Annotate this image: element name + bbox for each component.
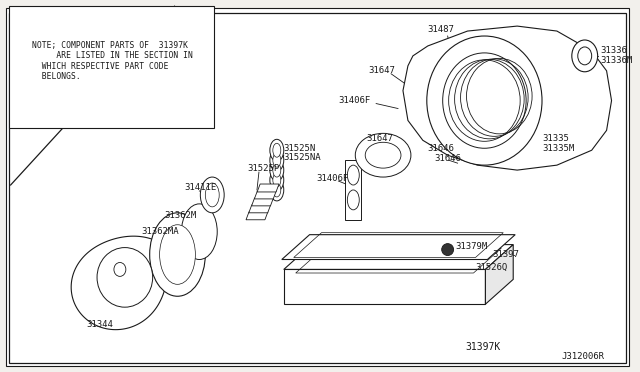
Ellipse shape: [270, 159, 284, 181]
Text: 31344: 31344: [86, 320, 113, 328]
Ellipse shape: [443, 53, 526, 148]
Text: 31526Q: 31526Q: [476, 263, 508, 272]
Polygon shape: [257, 184, 279, 192]
Text: 31647: 31647: [366, 134, 393, 143]
Ellipse shape: [273, 173, 281, 187]
Text: 31406F: 31406F: [317, 174, 349, 183]
Polygon shape: [282, 235, 515, 260]
Polygon shape: [6, 8, 629, 366]
Ellipse shape: [365, 142, 401, 168]
Ellipse shape: [572, 40, 598, 72]
Ellipse shape: [270, 140, 284, 161]
Text: NOTE; COMPONENT PARTS OF  31397K
     ARE LISTED IN THE SECTION IN
  WHICH RESPE: NOTE; COMPONENT PARTS OF 31397K ARE LIST…: [31, 41, 193, 81]
Ellipse shape: [159, 225, 195, 284]
Text: 31397: 31397: [492, 250, 519, 259]
Polygon shape: [249, 205, 271, 213]
Text: 31646: 31646: [428, 144, 454, 153]
Text: 31336: 31336: [600, 46, 627, 55]
Ellipse shape: [114, 263, 126, 276]
Ellipse shape: [348, 165, 359, 185]
Polygon shape: [284, 269, 485, 304]
Polygon shape: [9, 6, 214, 128]
Text: 31411E: 31411E: [184, 183, 217, 192]
Text: 31525N: 31525N: [284, 144, 316, 153]
Text: J312006R: J312006R: [562, 352, 605, 361]
Text: 31362MA: 31362MA: [141, 227, 179, 236]
Polygon shape: [485, 245, 513, 304]
Polygon shape: [71, 236, 183, 330]
Ellipse shape: [273, 143, 281, 157]
Text: 31406F: 31406F: [339, 96, 371, 105]
Ellipse shape: [273, 163, 281, 177]
Text: 31335: 31335: [542, 134, 569, 143]
Text: 31397K: 31397K: [465, 342, 500, 352]
Ellipse shape: [97, 248, 153, 307]
Ellipse shape: [205, 183, 220, 207]
Polygon shape: [403, 26, 612, 170]
Polygon shape: [284, 245, 513, 269]
Ellipse shape: [348, 190, 359, 210]
Ellipse shape: [442, 244, 454, 256]
Ellipse shape: [150, 213, 205, 296]
Text: 31379M: 31379M: [456, 242, 488, 251]
Text: 31647: 31647: [368, 66, 395, 75]
Ellipse shape: [270, 179, 284, 201]
Text: 31336M: 31336M: [600, 56, 633, 65]
Ellipse shape: [200, 177, 224, 213]
Polygon shape: [9, 13, 627, 363]
Ellipse shape: [578, 47, 591, 65]
Polygon shape: [246, 212, 268, 220]
Ellipse shape: [427, 36, 542, 165]
Text: 31487: 31487: [428, 25, 454, 33]
Polygon shape: [254, 191, 276, 199]
Text: 31362M: 31362M: [164, 211, 197, 220]
Ellipse shape: [270, 169, 284, 191]
Ellipse shape: [273, 183, 281, 197]
Polygon shape: [346, 160, 361, 220]
Ellipse shape: [355, 133, 411, 177]
Polygon shape: [252, 198, 273, 206]
Ellipse shape: [270, 149, 284, 171]
Text: 31525NA: 31525NA: [284, 153, 321, 162]
Text: 31646: 31646: [435, 154, 461, 163]
Ellipse shape: [273, 153, 281, 167]
Text: 31335M: 31335M: [542, 144, 574, 153]
Text: 31525P: 31525P: [247, 164, 279, 173]
Ellipse shape: [182, 204, 217, 260]
